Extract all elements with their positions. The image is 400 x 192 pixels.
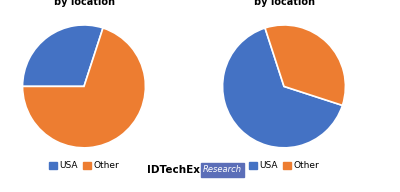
Title: 2020 renewable diesel capacity
by location: 2020 renewable diesel capacity by locati… [0, 0, 171, 7]
Text: Research: Research [203, 166, 242, 174]
Wedge shape [265, 25, 346, 105]
Wedge shape [22, 25, 103, 86]
Wedge shape [22, 28, 146, 148]
Text: IDTechEx: IDTechEx [147, 165, 200, 175]
Title: 2024 renewable diesel capacity
by location: 2024 renewable diesel capacity by locati… [197, 0, 371, 7]
Wedge shape [222, 28, 342, 148]
Legend: USA, Other: USA, Other [245, 158, 323, 174]
Legend: USA, Other: USA, Other [45, 158, 123, 174]
